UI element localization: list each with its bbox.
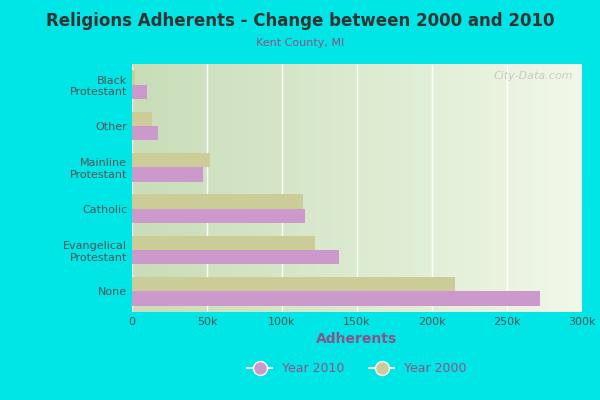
Bar bbox=[132, 250, 339, 264]
X-axis label: Adherents: Adherents bbox=[316, 332, 398, 346]
Bar bbox=[132, 236, 315, 250]
Bar bbox=[132, 70, 135, 85]
Text: Religions Adherents - Change between 2000 and 2010: Religions Adherents - Change between 200… bbox=[46, 12, 554, 30]
Bar bbox=[132, 167, 203, 182]
Bar bbox=[132, 153, 210, 167]
Bar bbox=[132, 112, 151, 126]
Text: City-Data.com: City-Data.com bbox=[493, 72, 573, 82]
Bar bbox=[132, 209, 305, 223]
Bar bbox=[132, 291, 540, 306]
Bar bbox=[132, 194, 303, 209]
Bar bbox=[132, 126, 157, 140]
Text: Kent County, MI: Kent County, MI bbox=[256, 38, 344, 48]
Bar bbox=[132, 277, 455, 291]
Legend: Year 2010, Year 2000: Year 2010, Year 2000 bbox=[242, 357, 472, 380]
Bar bbox=[132, 85, 147, 99]
